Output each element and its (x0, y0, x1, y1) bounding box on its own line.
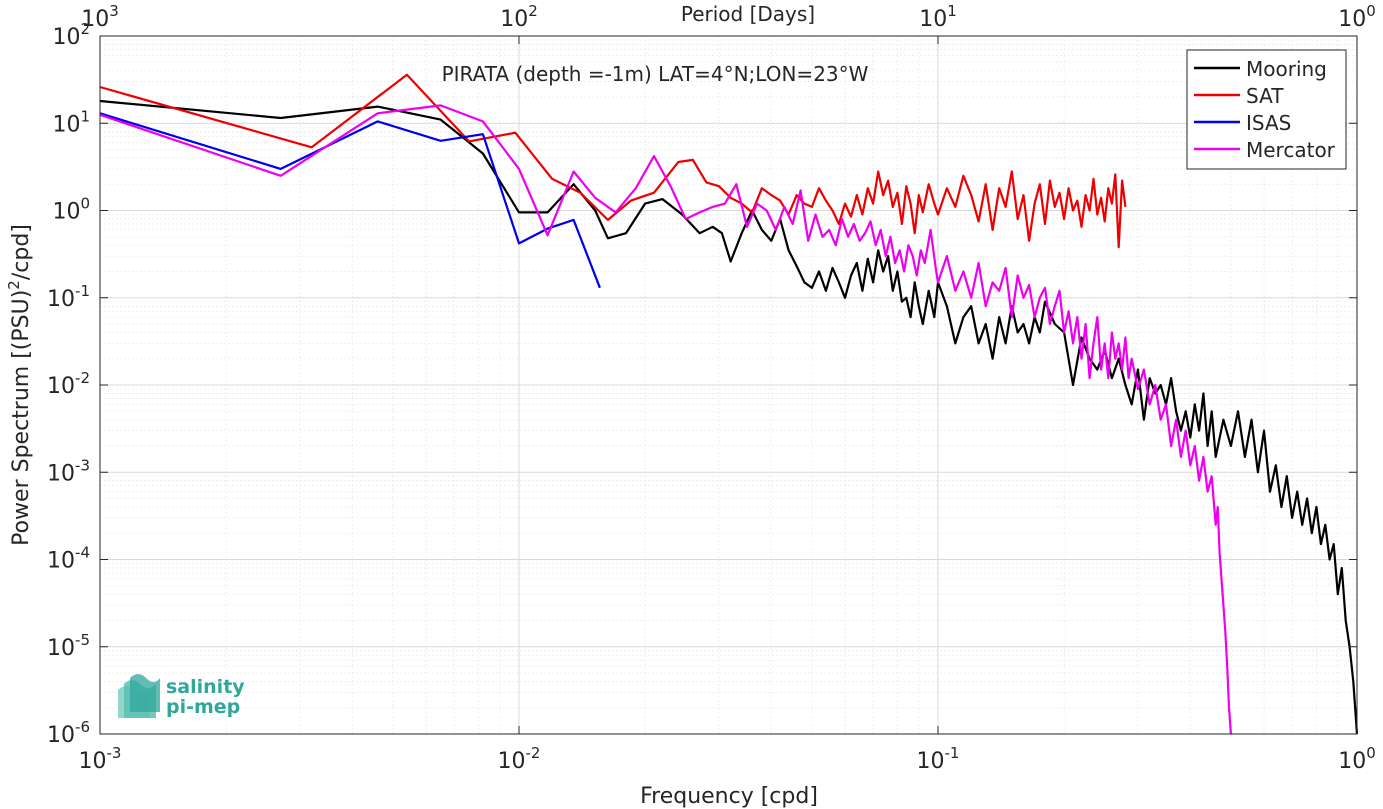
series-line-mercator (99, 104, 1232, 735)
x-axis-label: Frequency [cpd] (640, 784, 818, 809)
top-tick-label: 103 (81, 2, 119, 32)
logo-text-pimep: pi-mep (166, 696, 240, 718)
legend-label-sat: SAT (1246, 84, 1284, 108)
y-tick-label: 102 (52, 20, 90, 50)
grid-lines (99, 36, 1357, 735)
y-tick-label: 10-6 (47, 718, 90, 748)
legend: Mooring SAT ISAS Mercator (1186, 49, 1347, 170)
x-tick-label: 10-3 (79, 744, 122, 774)
y-tick-label: 10-2 (47, 369, 90, 399)
series-line-isas (99, 112, 601, 289)
chart-title: PIRATA (depth =-1m) LAT=4°N;LON=23°W (442, 62, 869, 86)
logo-text-salinity: salinity (166, 676, 245, 698)
top-tick-label: 100 (1338, 2, 1376, 32)
x-tick-label: 10-1 (917, 744, 960, 774)
data-series (99, 73, 1359, 735)
y-axis-label-exponent: 2 (5, 280, 23, 290)
y-tick-label: 10-1 (47, 282, 90, 312)
y-tick-label: 101 (52, 107, 90, 137)
top-x-axis-label: Period [Days] (681, 2, 815, 26)
legend-label-mercator: Mercator (1246, 138, 1336, 162)
legend-label-isas: ISAS (1246, 111, 1291, 135)
y-tick-label: 10-3 (47, 456, 90, 486)
legend-label-mooring: Mooring (1246, 57, 1327, 81)
y-tick-label: 100 (52, 195, 90, 225)
top-tick-label: 102 (500, 2, 538, 32)
series-line-mooring (99, 99, 1359, 735)
y-tick-label: 10-4 (47, 544, 90, 574)
y-axis-label-main: Power Spectrum [(PSU) (9, 290, 34, 546)
x-tick-label: 100 (1338, 744, 1376, 774)
salinity-pi-mep-logo: salinity pi-mep (118, 674, 245, 718)
y-axis-label: Power Spectrum [(PSU)2/cpd] (5, 224, 34, 546)
y-tick-label: 10-5 (47, 631, 90, 661)
top-tick-label: 101 (919, 2, 957, 32)
y-axis-label-tail: /cpd] (9, 224, 34, 280)
x-tick-label: 10-2 (498, 744, 541, 774)
logo-mark-icon (118, 674, 160, 718)
